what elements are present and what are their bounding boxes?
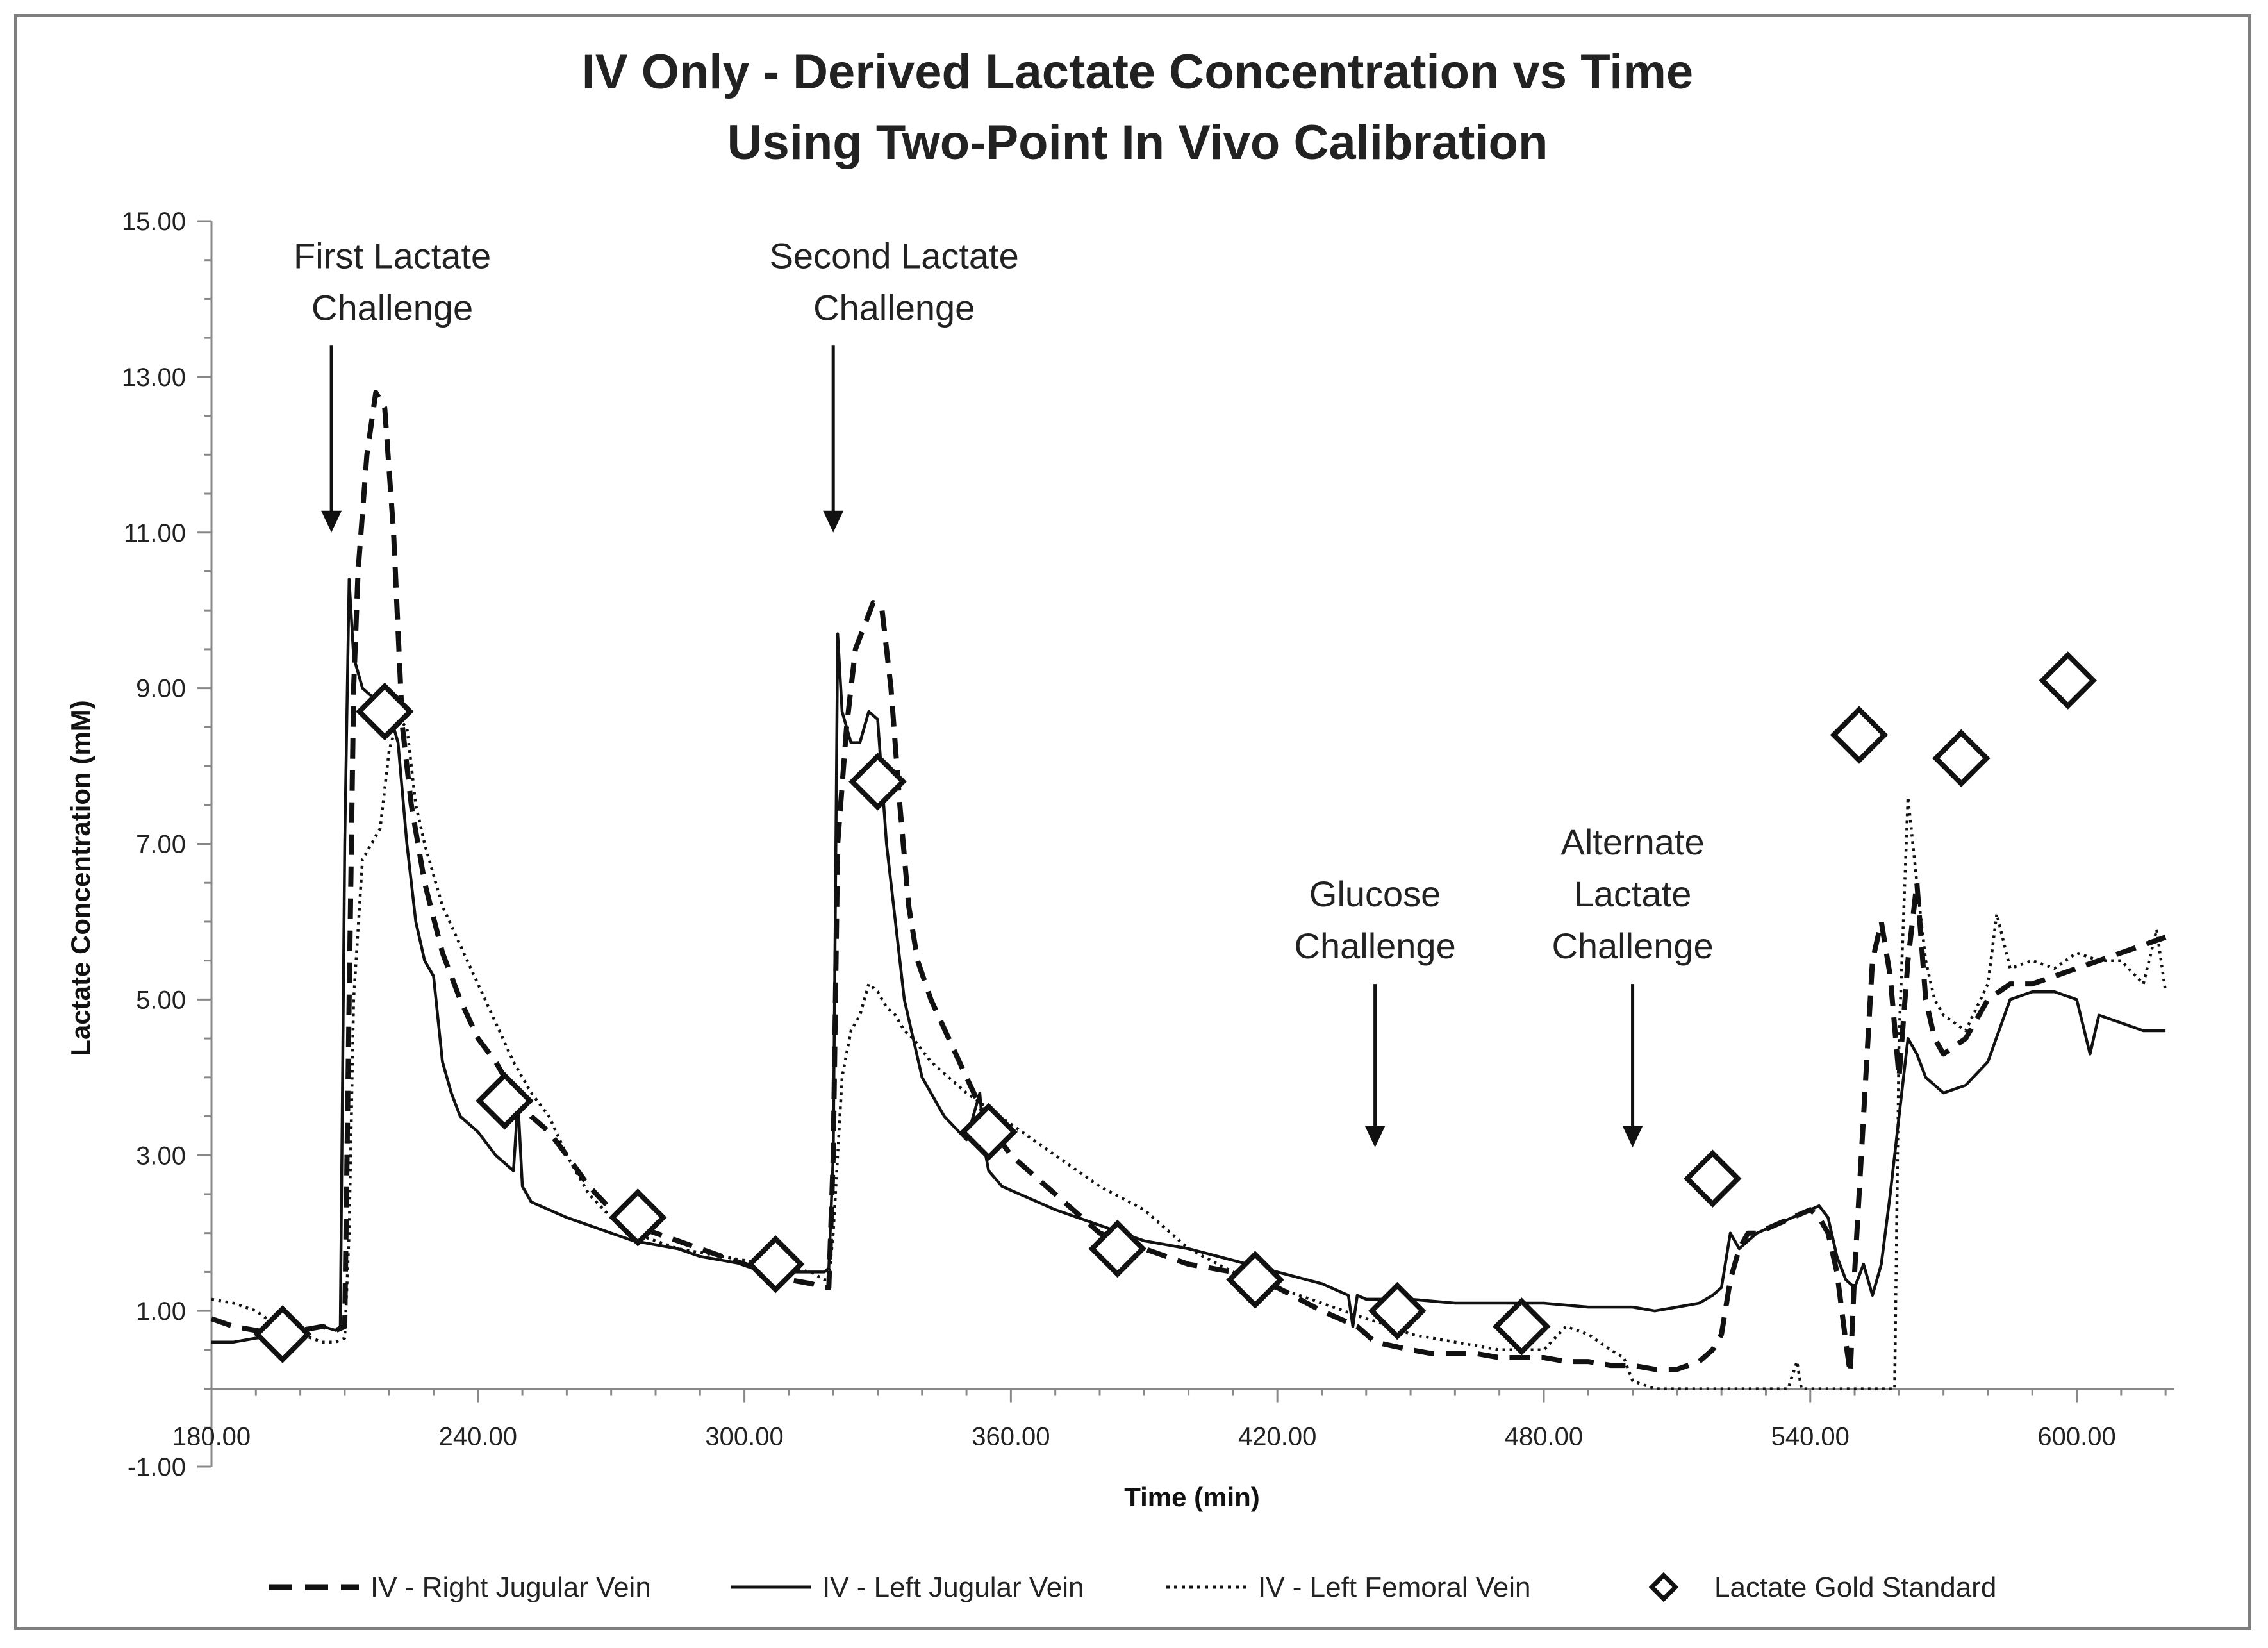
annotation-alternate-lactate-text: Lactate (1574, 874, 1692, 914)
y-axis-title: Lactate Concentration (mM) (65, 700, 95, 1056)
gold-standard-point (1932, 729, 1991, 788)
y-tick-label: 7.00 (136, 831, 186, 859)
legend-label-right-jugular: IV - Right Jugular Vein (370, 1572, 651, 1603)
legend-marker-gold-standard (1648, 1572, 1679, 1602)
y-tick-label: 5.00 (136, 986, 186, 1014)
chart-title-line-1: IV Only - Derived Lactate Concentration … (582, 45, 1693, 99)
x-axis-title: Time (min) (1124, 1482, 1260, 1512)
y-tick-label: 3.00 (136, 1142, 186, 1170)
x-tick-label: 480.00 (1505, 1423, 1583, 1451)
gold-standard-point (1684, 1149, 1742, 1208)
annotation-alternate-lactate-text: Alternate (1560, 822, 1704, 862)
gold-standard-point (1830, 706, 1889, 764)
chart-title-line-2: Using Two-Point In Vivo Calibration (727, 115, 1548, 170)
gold-standard-point (356, 682, 414, 741)
x-tick-label: 540.00 (1771, 1423, 1850, 1451)
annotation-glucose-text: Glucose (1309, 874, 1441, 914)
gold-standard-point (848, 753, 907, 811)
legend: IV - Right Jugular Vein IV - Left Jugula… (269, 1572, 1996, 1603)
annotation-alternate-lactate-arrow-head (1622, 1126, 1643, 1148)
chart-frame (14, 14, 2251, 1630)
x-tick-label: 600.00 (2037, 1423, 2115, 1451)
annotation-glucose-arrow-head (1364, 1126, 1386, 1148)
gold-standard-point (959, 1103, 1018, 1161)
series-line-right-jugular (210, 390, 2167, 1376)
y-tick-label: 13.00 (122, 363, 186, 392)
annotation-second-lactate-text: Second Lactate (770, 235, 1019, 276)
series-line-left-femoral (211, 717, 2167, 1390)
annotation-glucose-text: Challenge (1295, 926, 1456, 966)
annotation-alternate-lactate-text: Challenge (1552, 926, 1713, 966)
x-tick-label: 300.00 (705, 1423, 783, 1451)
gold-standard-point (1088, 1219, 1146, 1278)
gold-standard-point (1226, 1251, 1284, 1309)
legend-label-left-jugular: IV - Left Jugular Vein (822, 1572, 1084, 1603)
gold-standard-point (476, 1071, 534, 1130)
x-tick-label: 180.00 (172, 1423, 251, 1451)
y-tick-label: -1.00 (128, 1453, 186, 1481)
legend-label-gold-standard: Lactate Gold Standard (1714, 1572, 1996, 1603)
y-tick-label: 9.00 (136, 675, 186, 703)
gold-standard-point (1493, 1297, 1551, 1356)
annotation-first-lactate-text: First Lactate (294, 235, 491, 276)
gold-standard-point (746, 1235, 805, 1294)
x-tick-label: 420.00 (1238, 1423, 1316, 1451)
series-line-left-jugular (211, 578, 2166, 1344)
y-tick-label: 1.00 (136, 1297, 186, 1326)
gold-standard-point (1368, 1281, 1427, 1340)
annotation-first-lactate-arrow-head (321, 510, 342, 533)
x-tick-label: 240.00 (439, 1423, 517, 1451)
y-tick-label: 11.00 (124, 519, 186, 547)
gold-standard-point (609, 1188, 667, 1247)
y-tick-label: 15.00 (122, 208, 186, 236)
gold-standard-point (2039, 651, 2097, 710)
gold-standard-point (253, 1305, 312, 1363)
x-tick-label: 360.00 (972, 1423, 1050, 1451)
legend-label-left-femoral: IV - Left Femoral Vein (1258, 1572, 1531, 1603)
annotation-second-lactate-text: Challenge (813, 287, 975, 328)
annotation-second-lactate-arrow-head (823, 510, 844, 533)
annotation-first-lactate-text: Challenge (311, 287, 473, 328)
